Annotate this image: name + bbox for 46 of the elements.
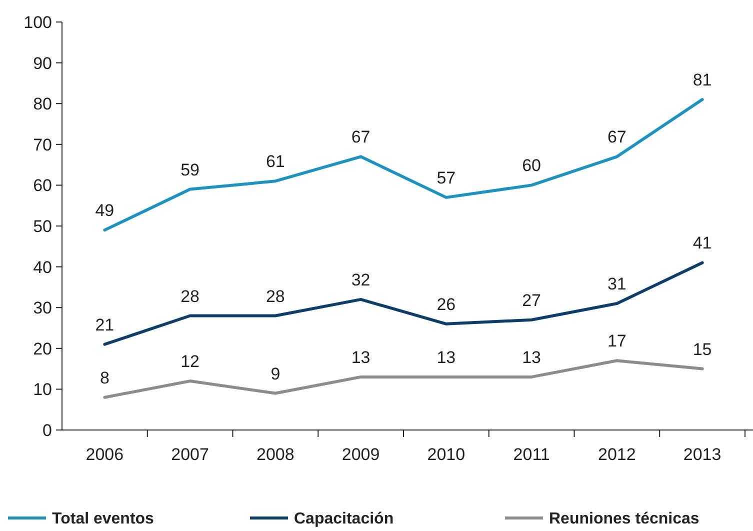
y-tick-label: 60 xyxy=(33,176,52,196)
x-tick-label: 2009 xyxy=(342,445,380,464)
data-label: 12 xyxy=(180,352,200,372)
x-tick-label: 2013 xyxy=(683,445,722,464)
data-label: 9 xyxy=(270,364,280,384)
y-tick-label: 20 xyxy=(33,339,52,358)
data-label: 57 xyxy=(436,168,456,188)
y-tick-label: 70 xyxy=(33,135,52,154)
data-label: 13 xyxy=(436,348,456,367)
legend-label: Reuniones técnicas xyxy=(549,510,700,528)
y-tick-label: 80 xyxy=(33,94,52,114)
data-label: 61 xyxy=(266,152,285,172)
data-label: 13 xyxy=(351,348,370,367)
y-tick-label: 0 xyxy=(42,420,52,440)
data-label: 49 xyxy=(95,201,114,220)
x-tick-label: 2012 xyxy=(598,445,636,464)
y-tick-label: 100 xyxy=(24,12,52,32)
data-label: 67 xyxy=(351,128,370,147)
y-tick-label: 30 xyxy=(33,298,52,318)
data-label: 17 xyxy=(607,332,626,351)
x-tick-label: 2010 xyxy=(427,445,466,464)
data-label: 41 xyxy=(692,234,712,253)
data-label: 59 xyxy=(180,160,200,180)
data-label: 26 xyxy=(436,294,456,314)
data-label: 8 xyxy=(100,368,110,388)
y-tick-label: 40 xyxy=(33,258,52,277)
x-tick-label: 2011 xyxy=(513,445,550,464)
data-label: 28 xyxy=(266,286,285,306)
data-label: 31 xyxy=(607,274,626,294)
x-tick-label: 2008 xyxy=(256,445,294,464)
data-label: 15 xyxy=(692,340,712,359)
y-tick-label: 50 xyxy=(33,216,52,236)
x-tick-label: 2007 xyxy=(171,445,209,464)
data-label: 60 xyxy=(522,156,542,176)
legend-label: Total eventos xyxy=(52,510,154,528)
y-tick-label: 10 xyxy=(33,380,52,400)
data-label: 21 xyxy=(95,315,114,334)
x-tick-label: 2006 xyxy=(86,445,124,464)
data-label: 28 xyxy=(180,286,200,306)
legend-label: Capacitación xyxy=(294,510,394,528)
data-label: 81 xyxy=(692,70,712,90)
y-tick-label: 90 xyxy=(33,54,52,73)
data-label: 67 xyxy=(607,128,626,147)
data-label: 27 xyxy=(522,290,542,310)
data-label: 13 xyxy=(522,348,542,367)
data-label: 32 xyxy=(351,270,370,290)
